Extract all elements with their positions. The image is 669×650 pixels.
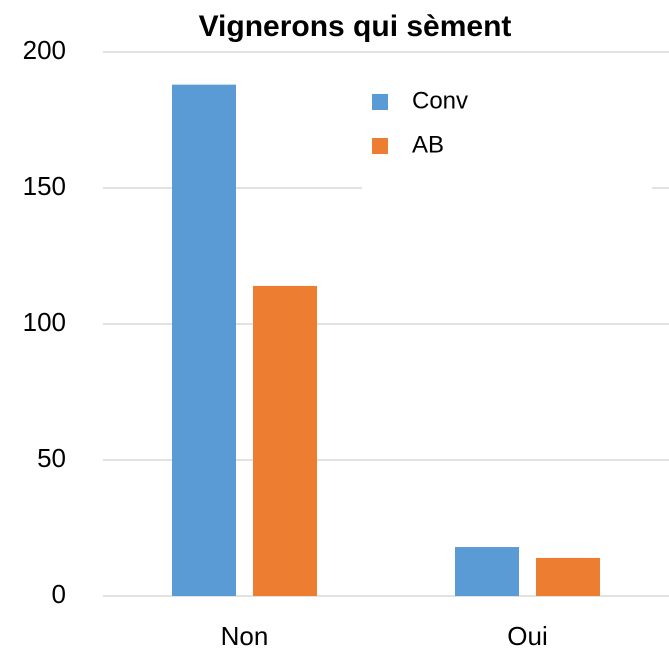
bar	[455, 547, 519, 596]
chart-title: Vignerons qui sèment	[199, 10, 512, 43]
bar	[172, 84, 236, 596]
bar	[536, 557, 600, 596]
legend-swatch	[372, 138, 388, 154]
y-tick-label: 200	[23, 35, 66, 65]
y-tick-label: 50	[37, 443, 66, 473]
legend-label: AB	[412, 131, 444, 158]
legend-label: Conv	[412, 87, 468, 114]
y-tick-label: 100	[23, 307, 66, 337]
legend-swatch	[372, 94, 388, 110]
x-tick-label: Non	[221, 621, 269, 650]
y-tick-label: 150	[23, 171, 66, 201]
y-tick-label: 0	[52, 579, 66, 609]
bar	[253, 285, 317, 596]
x-tick-label: Oui	[507, 621, 547, 650]
legend-background	[362, 80, 652, 204]
